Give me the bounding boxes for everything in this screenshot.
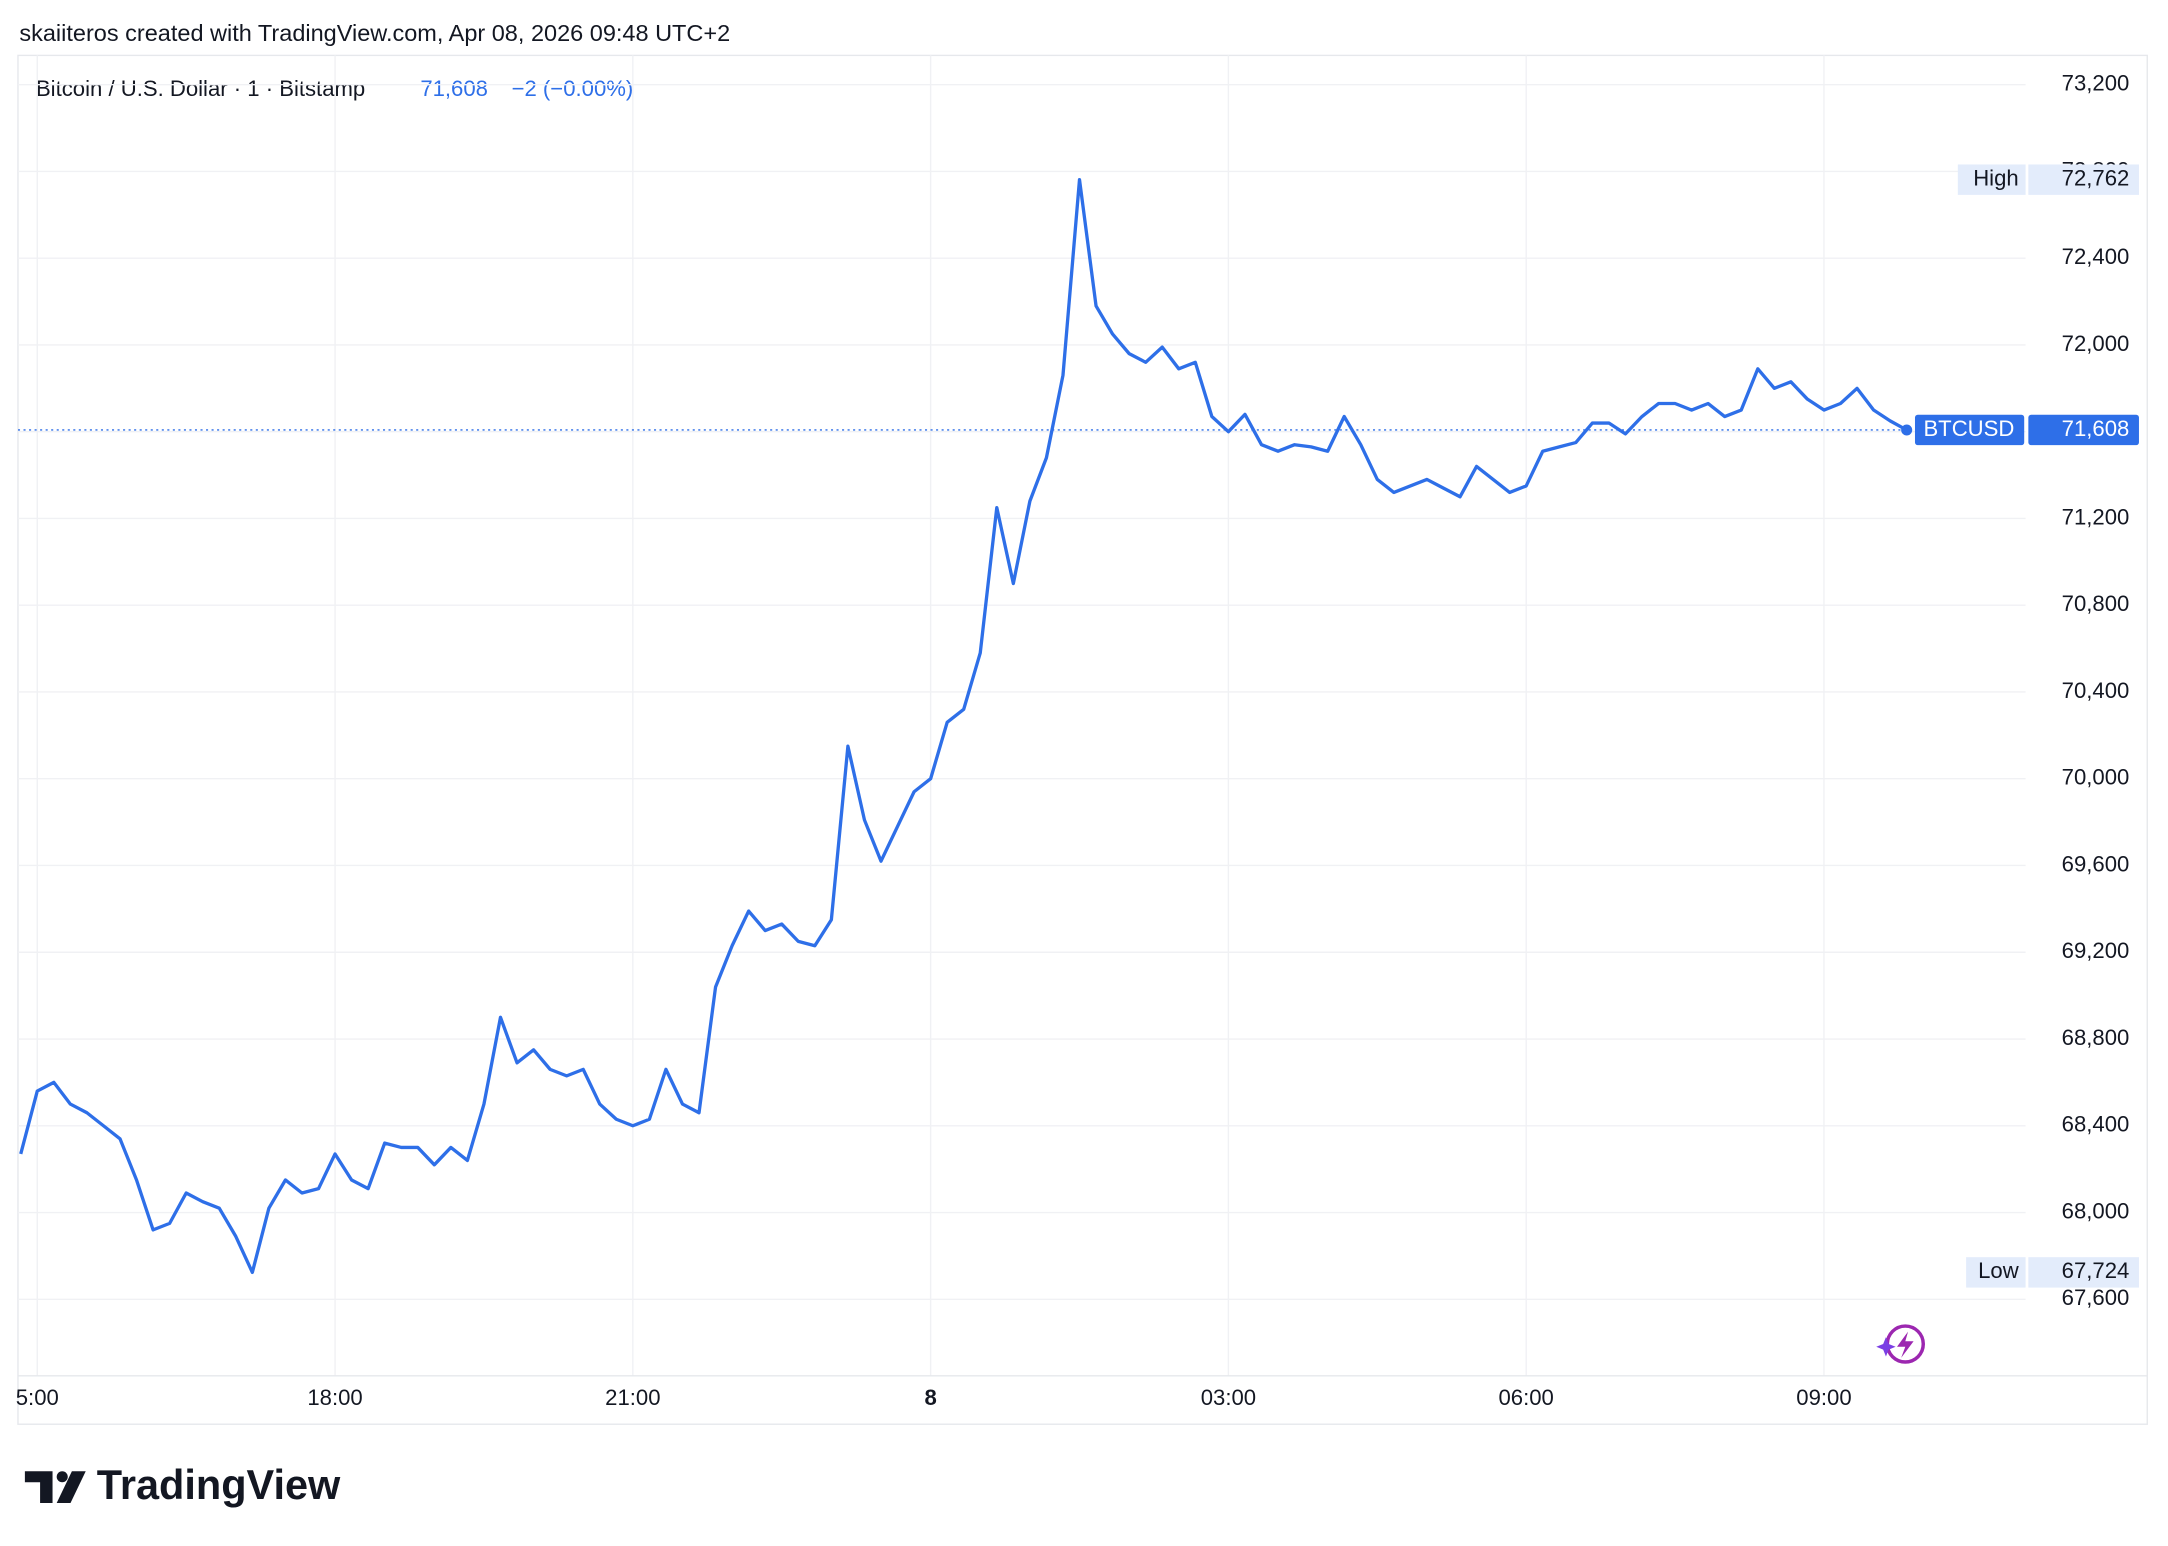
high-badge-name	[1957, 164, 2026, 195]
logo-mark-slash	[56, 1471, 86, 1504]
y-tick-label: 67,600	[2062, 1285, 2130, 1310]
last-point	[1901, 424, 1913, 436]
y-tick-label: 68,800	[2062, 1025, 2130, 1050]
logo-mark-dot	[56, 1471, 68, 1483]
y-tick-label: 72,000	[2062, 331, 2130, 356]
high-badge-name-label: High	[1973, 166, 2018, 191]
header-change: −2 (−0.00%)	[512, 76, 634, 101]
logo-mark-t	[24, 1471, 53, 1504]
grid	[17, 55, 2026, 1376]
brand-logo: TradingView	[24, 1461, 341, 1508]
x-tick-label: 18:00	[307, 1385, 362, 1410]
attribution: skaiiteros created with TradingView.com,…	[19, 20, 730, 46]
brand-name: TradingView	[97, 1461, 341, 1508]
plot-area	[17, 178, 2026, 1275]
assistant-icon	[1876, 1324, 1925, 1364]
x-tick-label: 06:00	[1499, 1385, 1554, 1410]
icon-spark	[1876, 1337, 1896, 1357]
low-badge-name-label: Low	[1978, 1258, 2020, 1283]
price-badge	[2028, 414, 2139, 446]
axes: 67,600 68,000 68,400 68,800 69,200 69,600 70,0…	[16, 71, 2148, 1410]
symbol-badge	[1914, 414, 2025, 446]
x-tick-label: 8	[924, 1385, 936, 1410]
y-tick-label: 70,000	[2062, 765, 2130, 790]
y-tick-label: 70,800	[2062, 591, 2130, 616]
x-tick-label: 5:00	[16, 1385, 59, 1410]
price-line	[19, 178, 1908, 1275]
y-tick-label: 73,200	[2062, 71, 2130, 96]
x-tick-label: 21:00	[605, 1385, 660, 1410]
y-tick-label: 70,400	[2062, 678, 2130, 703]
high-badge-value	[2028, 164, 2139, 195]
y-tick-label: 72,400	[2062, 244, 2130, 269]
y-tick-label: 69,200	[2062, 938, 2130, 963]
chart-frame	[17, 54, 2148, 1425]
icon-bolt	[1897, 1331, 1914, 1358]
y-tick-label: 69,600	[2062, 851, 2130, 876]
x-tick-label: 03:00	[1201, 1385, 1256, 1410]
y-tick-label: 68,400	[2062, 1112, 2130, 1137]
low-badge-name	[1966, 1257, 2026, 1288]
symbol-title: Bitcoin / U.S. Dollar · 1 · Bitstamp	[36, 76, 365, 101]
header-price: 71,608	[420, 76, 488, 101]
high-badge-value-label: 72,762	[2062, 166, 2130, 191]
y-tick-label: 71,200	[2062, 504, 2130, 529]
low-badge-value	[2028, 1257, 2139, 1288]
symbol-badge-label: BTCUSD	[1923, 416, 2014, 441]
low-badge-value-label: 67,724	[2062, 1258, 2130, 1283]
x-tick-label: 09:00	[1796, 1385, 1851, 1410]
y-tick-label: 68,000	[2062, 1198, 2130, 1223]
price-badge-label: 71,608	[2062, 416, 2130, 441]
